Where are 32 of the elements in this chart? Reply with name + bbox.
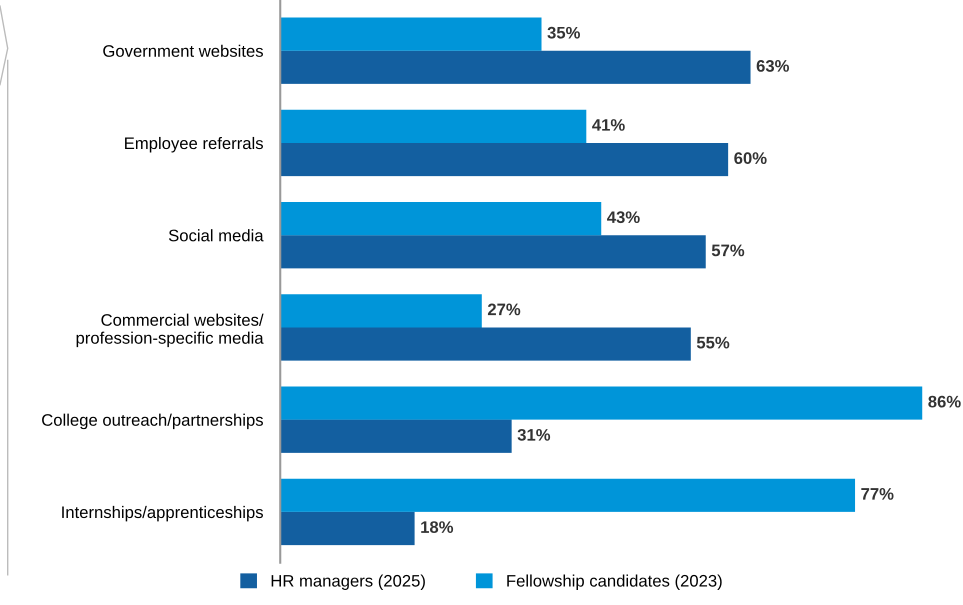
bar [280, 50, 751, 84]
y-tick-label: Government websites [103, 44, 263, 57]
bar [280, 235, 706, 268]
data-label: 41% [592, 119, 625, 131]
bar [280, 110, 586, 143]
y-tick-label: College outreach/partnerships [42, 414, 263, 430]
data-label: 31% [518, 428, 550, 441]
data-label: 43% [607, 211, 640, 224]
legend-label: Fellowship candidates (2023) [507, 574, 722, 590]
bar [280, 142, 728, 176]
bar [280, 202, 602, 236]
bar [280, 327, 691, 361]
data-label: 27% [488, 304, 520, 316]
y-tick-label: Commercial websites/ profession-specific media [76, 314, 264, 348]
bar [280, 18, 542, 51]
bar [280, 386, 922, 420]
data-label: 63% [756, 60, 790, 72]
bar [280, 512, 415, 546]
data-label: 77% [861, 488, 894, 500]
legend-label: HR managers (2025) [272, 574, 425, 590]
y-tick-label: Employee referrals [125, 136, 263, 152]
bar [280, 478, 856, 512]
y-tick-label: Social media [168, 229, 264, 242]
data-label: 60% [734, 152, 767, 164]
data-label: 35% [547, 26, 580, 39]
data-label: 86% [928, 396, 961, 408]
data-label: 18% [421, 521, 454, 533]
data-label: 57% [712, 244, 744, 256]
data-label: 55% [696, 336, 730, 349]
y-tick-label: Internships/apprenticeships [62, 506, 263, 522]
bar [280, 420, 512, 453]
bar [280, 294, 482, 328]
